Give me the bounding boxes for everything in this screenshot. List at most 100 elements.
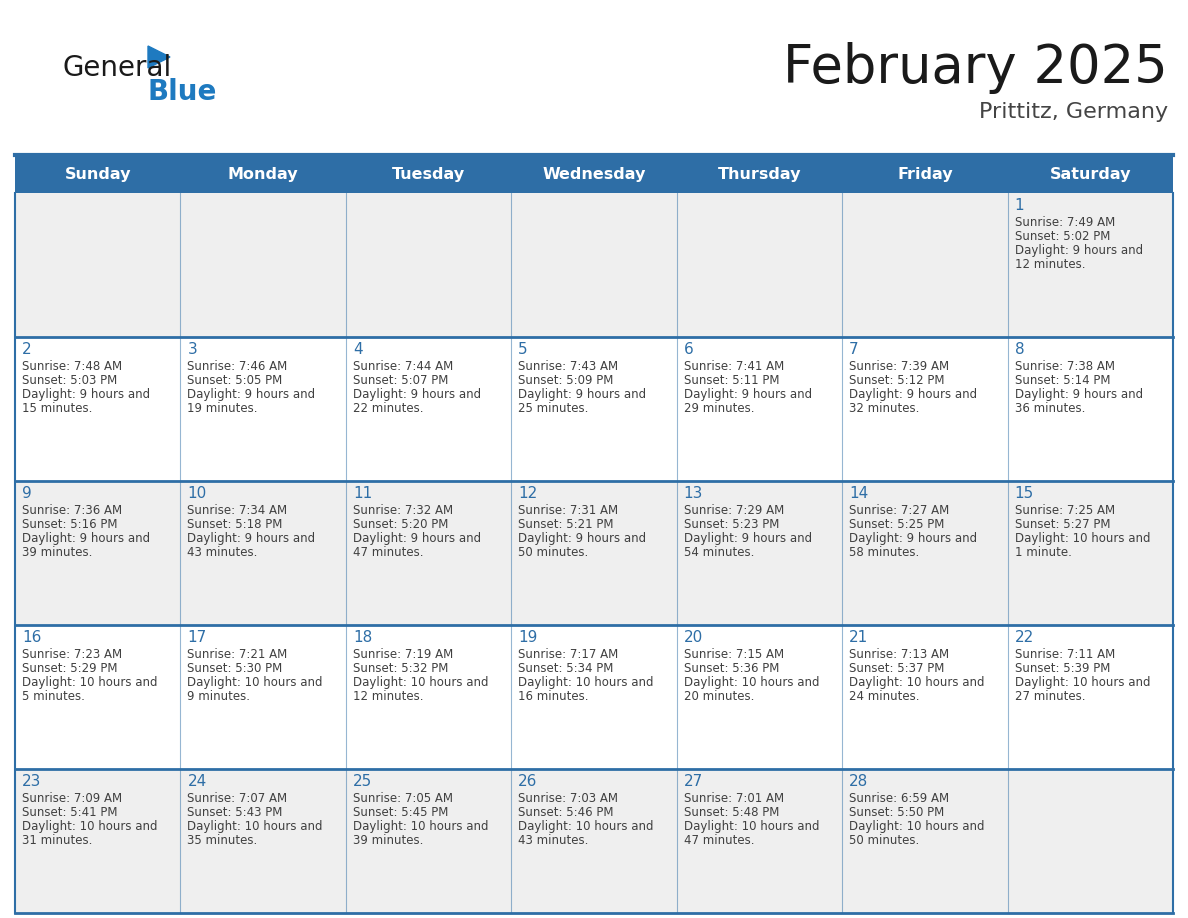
Bar: [511, 155, 677, 193]
Text: 12 minutes.: 12 minutes.: [353, 690, 423, 703]
Bar: [511, 481, 677, 625]
Text: 27: 27: [684, 774, 703, 789]
Text: 12 minutes.: 12 minutes.: [1015, 258, 1085, 271]
Text: Sunset: 5:32 PM: Sunset: 5:32 PM: [353, 662, 448, 675]
Text: Sunset: 5:30 PM: Sunset: 5:30 PM: [188, 662, 283, 675]
Text: Sunrise: 7:32 AM: Sunrise: 7:32 AM: [353, 504, 453, 517]
Text: 21: 21: [849, 630, 868, 645]
Bar: [181, 193, 346, 337]
Text: Sunrise: 7:19 AM: Sunrise: 7:19 AM: [353, 648, 453, 661]
Text: 15 minutes.: 15 minutes.: [23, 402, 93, 415]
Text: Sunrise: 7:39 AM: Sunrise: 7:39 AM: [849, 360, 949, 373]
Text: 20: 20: [684, 630, 703, 645]
Bar: [1007, 625, 1173, 769]
Text: 43 minutes.: 43 minutes.: [518, 834, 589, 847]
Bar: [1007, 481, 1173, 625]
Text: Sunrise: 7:15 AM: Sunrise: 7:15 AM: [684, 648, 784, 661]
Text: Sunset: 5:11 PM: Sunset: 5:11 PM: [684, 374, 779, 387]
Text: Sunrise: 7:44 AM: Sunrise: 7:44 AM: [353, 360, 453, 373]
Text: Daylight: 10 hours and: Daylight: 10 hours and: [353, 820, 488, 833]
Bar: [346, 337, 511, 481]
Text: Sunset: 5:43 PM: Sunset: 5:43 PM: [188, 806, 283, 819]
Bar: [15, 337, 181, 481]
Text: Sunset: 5:25 PM: Sunset: 5:25 PM: [849, 518, 944, 531]
Text: Wednesday: Wednesday: [542, 166, 646, 182]
Text: Sunrise: 7:25 AM: Sunrise: 7:25 AM: [1015, 504, 1114, 517]
Text: 12: 12: [518, 486, 537, 501]
Text: Daylight: 9 hours and: Daylight: 9 hours and: [188, 388, 316, 401]
Text: Daylight: 9 hours and: Daylight: 9 hours and: [1015, 388, 1143, 401]
Text: Sunrise: 7:17 AM: Sunrise: 7:17 AM: [518, 648, 619, 661]
Text: 22 minutes.: 22 minutes.: [353, 402, 423, 415]
Bar: [842, 337, 1007, 481]
Bar: [1007, 193, 1173, 337]
Text: Daylight: 9 hours and: Daylight: 9 hours and: [1015, 244, 1143, 257]
Bar: [842, 625, 1007, 769]
Bar: [181, 625, 346, 769]
Text: Daylight: 10 hours and: Daylight: 10 hours and: [849, 820, 985, 833]
Text: 26: 26: [518, 774, 538, 789]
Text: Sunrise: 7:48 AM: Sunrise: 7:48 AM: [23, 360, 122, 373]
Bar: [346, 769, 511, 913]
Text: 10: 10: [188, 486, 207, 501]
Text: 35 minutes.: 35 minutes.: [188, 834, 258, 847]
Bar: [842, 155, 1007, 193]
Text: 11: 11: [353, 486, 372, 501]
Text: 4: 4: [353, 342, 362, 357]
Bar: [181, 155, 346, 193]
Text: 2: 2: [23, 342, 32, 357]
Text: Sunset: 5:05 PM: Sunset: 5:05 PM: [188, 374, 283, 387]
Bar: [346, 625, 511, 769]
Text: 8: 8: [1015, 342, 1024, 357]
Text: 9: 9: [23, 486, 32, 501]
Text: 3: 3: [188, 342, 197, 357]
Text: Sunrise: 7:34 AM: Sunrise: 7:34 AM: [188, 504, 287, 517]
Text: Daylight: 9 hours and: Daylight: 9 hours and: [353, 388, 481, 401]
Text: Sunset: 5:07 PM: Sunset: 5:07 PM: [353, 374, 448, 387]
Text: Sunset: 5:03 PM: Sunset: 5:03 PM: [23, 374, 118, 387]
Text: Thursday: Thursday: [718, 166, 801, 182]
Text: Sunrise: 7:23 AM: Sunrise: 7:23 AM: [23, 648, 122, 661]
Text: Blue: Blue: [148, 78, 217, 106]
Bar: [346, 155, 511, 193]
Text: Daylight: 9 hours and: Daylight: 9 hours and: [353, 532, 481, 545]
Bar: [15, 193, 181, 337]
Text: 9 minutes.: 9 minutes.: [188, 690, 251, 703]
Text: Sunday: Sunday: [64, 166, 131, 182]
Text: 19 minutes.: 19 minutes.: [188, 402, 258, 415]
Bar: [346, 481, 511, 625]
Text: 39 minutes.: 39 minutes.: [23, 546, 93, 559]
Text: Sunset: 5:21 PM: Sunset: 5:21 PM: [518, 518, 614, 531]
Text: Daylight: 10 hours and: Daylight: 10 hours and: [23, 676, 158, 689]
Bar: [181, 769, 346, 913]
Bar: [511, 769, 677, 913]
Text: Daylight: 9 hours and: Daylight: 9 hours and: [684, 388, 811, 401]
Text: Sunset: 5:41 PM: Sunset: 5:41 PM: [23, 806, 118, 819]
Text: 54 minutes.: 54 minutes.: [684, 546, 754, 559]
Text: 17: 17: [188, 630, 207, 645]
Text: Sunrise: 7:36 AM: Sunrise: 7:36 AM: [23, 504, 122, 517]
Text: 36 minutes.: 36 minutes.: [1015, 402, 1085, 415]
Text: Sunset: 5:46 PM: Sunset: 5:46 PM: [518, 806, 614, 819]
Bar: [842, 193, 1007, 337]
Bar: [181, 337, 346, 481]
Text: Daylight: 10 hours and: Daylight: 10 hours and: [849, 676, 985, 689]
Text: 50 minutes.: 50 minutes.: [849, 834, 920, 847]
Text: Daylight: 9 hours and: Daylight: 9 hours and: [518, 388, 646, 401]
Bar: [677, 155, 842, 193]
Text: Sunset: 5:23 PM: Sunset: 5:23 PM: [684, 518, 779, 531]
Text: Sunrise: 7:38 AM: Sunrise: 7:38 AM: [1015, 360, 1114, 373]
Text: Sunset: 5:34 PM: Sunset: 5:34 PM: [518, 662, 614, 675]
Text: 1 minute.: 1 minute.: [1015, 546, 1072, 559]
Text: Sunrise: 6:59 AM: Sunrise: 6:59 AM: [849, 792, 949, 805]
Text: Sunrise: 7:27 AM: Sunrise: 7:27 AM: [849, 504, 949, 517]
Text: 18: 18: [353, 630, 372, 645]
Text: 5 minutes.: 5 minutes.: [23, 690, 84, 703]
Bar: [511, 625, 677, 769]
Text: 31 minutes.: 31 minutes.: [23, 834, 93, 847]
Bar: [842, 481, 1007, 625]
Text: Daylight: 10 hours and: Daylight: 10 hours and: [188, 820, 323, 833]
Bar: [511, 193, 677, 337]
Text: Daylight: 10 hours and: Daylight: 10 hours and: [684, 820, 820, 833]
Text: February 2025: February 2025: [783, 42, 1168, 94]
